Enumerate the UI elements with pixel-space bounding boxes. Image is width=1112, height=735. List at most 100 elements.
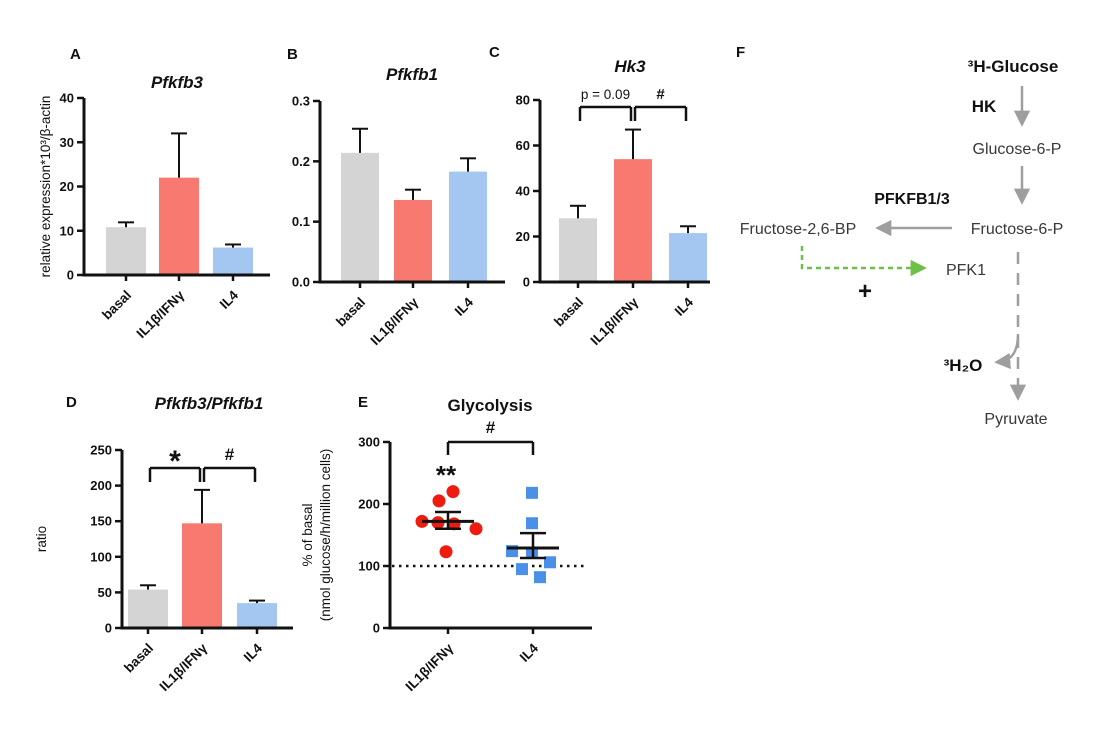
y-tick-label: 250: [90, 443, 112, 458]
y-tick-label: 0.2: [292, 154, 310, 169]
bar-IL4: [669, 233, 707, 282]
data-point-IL1β/IFNγ: [469, 522, 483, 536]
panel-C: C Hk3 0 20 40 60 80 basal IL1β/IFNγ IL4 p = 0.09 #: [489, 44, 710, 348]
node-fructose-2-6-bp: Fructose-2,6-BP: [740, 221, 856, 238]
panel-A: A Pfkfb3 relative expression*10³/β-actin 0 1…: [38, 46, 270, 341]
bar-basal: [106, 227, 146, 275]
panel-letter-D: D: [66, 394, 77, 411]
bar-IL1β/IFNγ: [394, 199, 432, 282]
x-category-label: IL1β/IFNγ: [588, 294, 642, 348]
x-category-label: IL4: [217, 287, 242, 312]
panel-title-C: Hk3: [614, 57, 646, 76]
bar-IL4: [213, 247, 253, 275]
y-axis-title: ratio: [34, 526, 49, 552]
y-tick-label: 0.1: [292, 214, 310, 229]
bar-IL1β/IFNγ: [159, 177, 199, 275]
panel-title-E: Glycolysis: [447, 396, 532, 415]
bar-IL4: [449, 171, 487, 282]
panel-letter-C: C: [489, 44, 500, 61]
x-category-label: IL4: [517, 640, 542, 665]
bar-IL1β/IFNγ: [614, 159, 652, 282]
y-tick-label: 0: [373, 621, 380, 636]
x-category-label: IL1β/IFNγ: [134, 287, 188, 341]
y-tick-label: 80: [516, 93, 530, 108]
node-pfk1: PFK1: [946, 262, 986, 279]
bar-IL1β/IFNγ: [182, 523, 222, 628]
bar-basal: [559, 218, 597, 282]
activation-plus-sign: +: [858, 278, 872, 305]
y-tick-label: 0: [67, 268, 74, 283]
y-tick-label: 100: [90, 549, 112, 564]
y-tick-label: 0.0: [292, 275, 310, 290]
node-hk-enzyme: HK: [972, 97, 997, 116]
panel-letter-E: E: [358, 394, 368, 411]
arrow-branch-to-h2o: [994, 333, 1020, 370]
bar-basal: [128, 589, 168, 628]
x-category-label: IL4: [241, 640, 266, 665]
y-tick-label: 50: [98, 585, 112, 600]
panel-letter-F: F: [736, 44, 745, 61]
y-tick-label: 0: [523, 275, 530, 290]
panel-E: E Glycolysis % of basal (nmol glucose/h/mil…: [300, 394, 592, 694]
sig-text: #: [486, 418, 496, 437]
x-category-label: basal: [333, 295, 368, 330]
sig-text: p = 0.09: [581, 87, 630, 102]
data-point-IL4: [516, 563, 528, 576]
y-tick-label: 10: [60, 223, 74, 238]
data-point-IL4: [544, 556, 556, 569]
panel-letter-B: B: [287, 46, 298, 63]
y-tick-label: 0: [105, 621, 112, 636]
node-h3-h2o: ³H₂O: [944, 356, 983, 375]
y-tick-label: 150: [90, 514, 112, 529]
data-point-IL4: [526, 486, 538, 499]
x-category-label: IL1β/IFNγ: [368, 294, 422, 348]
node-pyruvate: Pyruvate: [984, 411, 1047, 428]
data-point-IL4: [526, 517, 538, 530]
y-tick-label: 40: [516, 184, 530, 199]
activation-arrow-f26bp-to-pfk1: [800, 246, 927, 277]
panel-title-D: Pfkfb3/Pfkfb1: [155, 394, 264, 413]
y-tick-label: 200: [90, 478, 112, 493]
panel-title-A: Pfkfb3: [151, 73, 204, 92]
y-tick-label: 100: [358, 559, 380, 574]
x-category-label: IL4: [672, 294, 697, 319]
y-tick-label: 200: [358, 497, 380, 512]
panel-F-pathway: F ³H-Glucose HK Glucose-6-P PFKFB1/3 Fructose…: [736, 44, 1063, 428]
y-axis-title: relative expression*10³/β-actin: [38, 96, 53, 278]
data-point-IL1β/IFNγ: [439, 545, 453, 559]
x-category-label: IL4: [452, 294, 477, 319]
y-tick-label: 30: [60, 135, 74, 150]
data-point-IL1β/IFNγ: [432, 494, 446, 508]
panel-letter-A: A: [70, 46, 81, 63]
y-axis-title-line1: % of basal: [300, 503, 315, 566]
x-category-label: basal: [551, 295, 586, 330]
y-tick-label: 0.3: [292, 94, 310, 109]
y-tick-label: 20: [60, 179, 74, 194]
bar-IL4: [237, 603, 277, 628]
node-fructose-6-p: Fructose-6-P: [971, 221, 1063, 238]
sig-text-group: **: [436, 460, 457, 490]
node-glucose-6-p: Glucose-6-P: [973, 141, 1062, 158]
y-tick-label: 60: [516, 138, 530, 153]
node-pfkfb13-enzyme: PFKFB1/3: [874, 191, 950, 208]
x-category-label: IL1β/IFNγ: [157, 640, 211, 694]
sig-text: *: [169, 445, 181, 478]
data-point-IL1β/IFNγ: [446, 485, 460, 499]
data-point-IL4: [534, 571, 546, 584]
panel-B: B Pfkfb1 0.0 0.1 0.2 0.3 basal IL1β/IFNγ IL4: [287, 46, 505, 348]
sig-text: #: [656, 86, 665, 103]
y-axis-title-line2: (nmol glucose/h/million cells): [318, 449, 333, 622]
panel-title-B: Pfkfb1: [386, 65, 438, 84]
y-tick-label: 40: [60, 91, 74, 106]
bar-basal: [341, 152, 379, 282]
sig-text: #: [225, 445, 235, 464]
node-h3-glucose: ³H-Glucose: [968, 57, 1059, 76]
x-category-label: IL1β/IFNγ: [403, 640, 457, 694]
x-category-label: basal: [121, 641, 156, 676]
x-category-label: basal: [99, 288, 134, 323]
y-tick-label: 300: [358, 435, 380, 450]
y-tick-label: 20: [516, 229, 530, 244]
